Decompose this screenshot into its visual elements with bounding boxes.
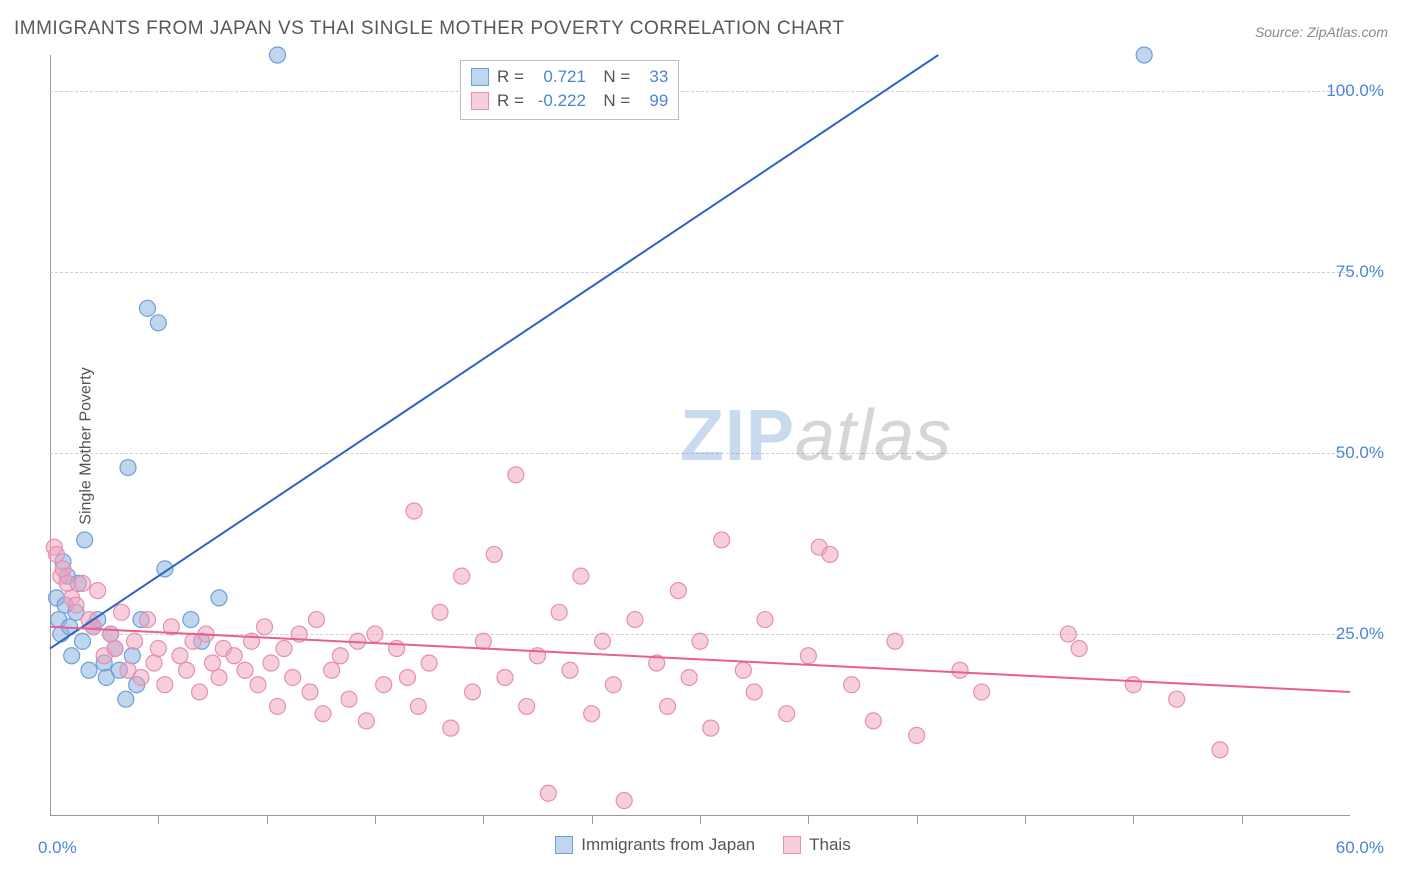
r-label: R = (497, 67, 524, 87)
chart-title: IMMIGRANTS FROM JAPAN VS THAI SINGLE MOT… (14, 18, 845, 40)
r-label: R = (497, 91, 524, 111)
legend-label-thai: Thais (809, 835, 851, 855)
swatch-thai (471, 92, 489, 110)
swatch-japan (471, 68, 489, 86)
r-value-thai: -0.222 (532, 91, 586, 111)
legend-item-thai: Thais (783, 835, 851, 855)
n-value-japan: 33 (638, 67, 668, 87)
legend-swatch-japan (555, 836, 573, 854)
series-legend: Immigrants from Japan Thais (0, 835, 1406, 855)
r-value-japan: 0.721 (532, 67, 586, 87)
scatter-plot (50, 55, 1350, 815)
stats-row-japan: R = 0.721 N = 33 (471, 65, 668, 89)
n-label: N = (594, 91, 630, 111)
legend-swatch-thai (783, 836, 801, 854)
stats-row-thai: R = -0.222 N = 99 (471, 89, 668, 113)
n-value-thai: 99 (638, 91, 668, 111)
n-label: N = (594, 67, 630, 87)
source-label: Source: ZipAtlas.com (1255, 24, 1388, 40)
legend-item-japan: Immigrants from Japan (555, 835, 755, 855)
stats-legend: R = 0.721 N = 33 R = -0.222 N = 99 (460, 60, 679, 120)
legend-label-japan: Immigrants from Japan (581, 835, 755, 855)
